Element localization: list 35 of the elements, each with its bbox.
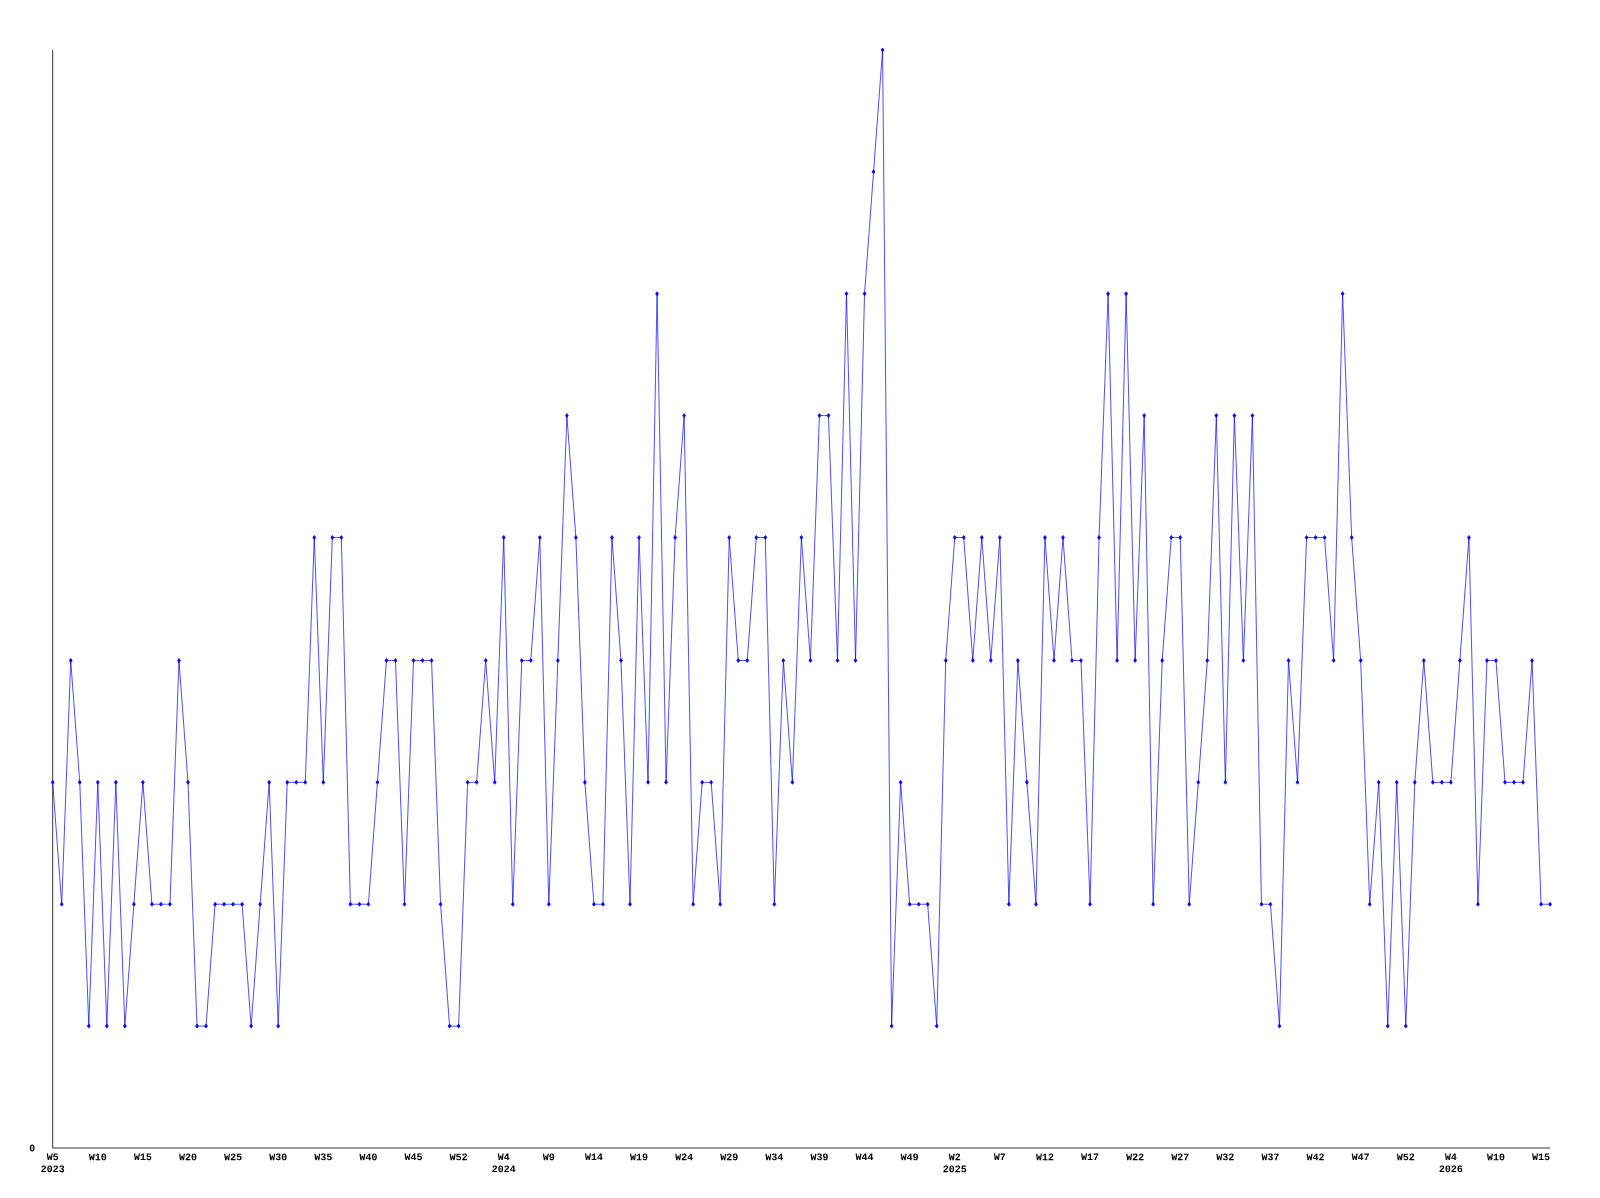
x-tick-label: W35 <box>314 1153 332 1161</box>
x-tick-label: W2 2025 <box>943 1153 967 1173</box>
x-tick-label: W49 <box>900 1153 919 1161</box>
x-tick-label: W7 <box>993 1153 1006 1161</box>
x-tick-label: W12 <box>1035 1153 1054 1161</box>
x-tick-label: W22 <box>1126 1153 1144 1161</box>
x-tick-label: W45 <box>404 1153 422 1161</box>
x-tick-label: W34 <box>765 1153 784 1161</box>
x-tick-label: W24 <box>675 1153 693 1161</box>
x-tick-label: W39 <box>810 1153 828 1161</box>
x-tick-label: W14 <box>584 1153 603 1161</box>
x-tick-label: W37 <box>1261 1153 1279 1161</box>
x-tick-label: W4 2026 <box>1439 1153 1463 1173</box>
x-tick-label: W40 <box>359 1153 377 1161</box>
x-tick-label: W47 <box>1351 1153 1369 1161</box>
x-tick-label: W29 <box>720 1153 738 1161</box>
x-tick-label: W10 <box>1486 1153 1505 1161</box>
x-tick-label: W30 <box>269 1153 287 1161</box>
x-tick-label: W9 <box>542 1153 555 1161</box>
text: 0 <box>29 1144 35 1152</box>
x-tick-label: W17 <box>1081 1153 1099 1161</box>
x-tick-label: W15 <box>133 1153 152 1161</box>
x-tick-label: W27 <box>1171 1153 1189 1161</box>
x-tick-label: W15 <box>1532 1153 1550 1161</box>
x-tick-label: W19 <box>630 1153 648 1161</box>
x-tick-label: W20 <box>179 1153 197 1161</box>
x-tick-label: W42 <box>1306 1153 1324 1161</box>
x-tick-label: W4 2024 <box>492 1153 516 1173</box>
x-tick-label: W52 <box>1396 1153 1415 1161</box>
x-tick-label: W32 <box>1216 1153 1234 1161</box>
x-tick-label: W25 <box>224 1153 242 1161</box>
x-tick-label: W10 <box>88 1153 107 1161</box>
x-tick-label: W44 <box>855 1153 874 1161</box>
x-tick-label: W5 2023 <box>41 1153 65 1173</box>
x-tick-label: W52 <box>449 1153 468 1161</box>
